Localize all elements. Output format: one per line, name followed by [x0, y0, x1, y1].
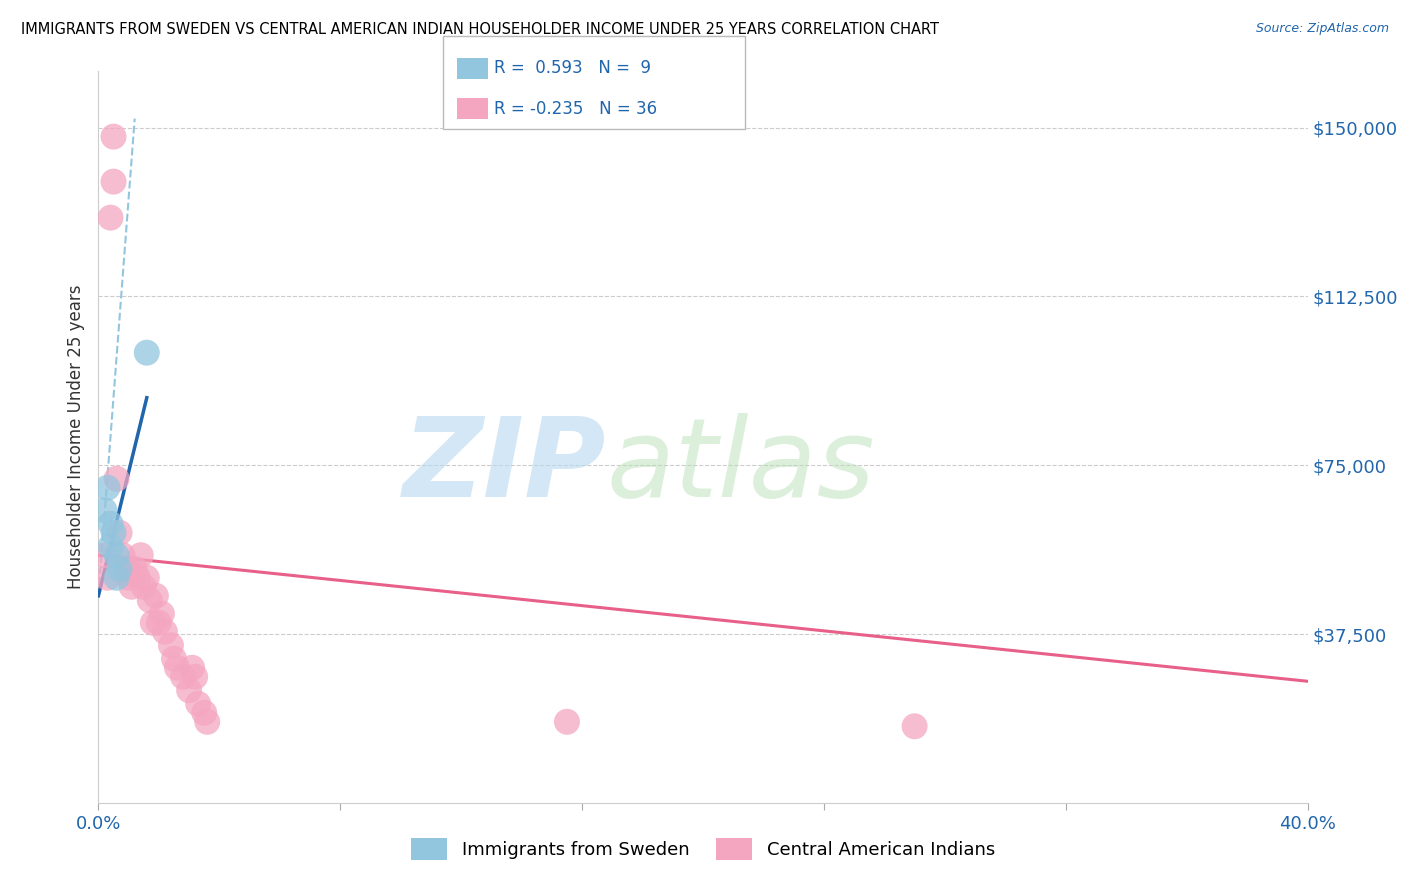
Point	[105, 548, 128, 562]
Point	[105, 571, 128, 585]
Text: atlas: atlas	[606, 413, 875, 520]
Point	[100, 539, 122, 553]
Point	[96, 571, 118, 585]
Point	[100, 211, 122, 225]
Text: R =  0.593   N =  9: R = 0.593 N = 9	[494, 60, 651, 78]
Text: IMMIGRANTS FROM SWEDEN VS CENTRAL AMERICAN INDIAN HOUSEHOLDER INCOME UNDER 25 YE: IMMIGRANTS FROM SWEDEN VS CENTRAL AMERIC…	[21, 22, 939, 37]
Point	[184, 670, 207, 684]
Point	[145, 589, 167, 603]
Point	[121, 580, 143, 594]
Legend: Immigrants from Sweden, Central American Indians: Immigrants from Sweden, Central American…	[404, 830, 1002, 867]
Point	[132, 580, 155, 594]
Point	[153, 624, 176, 639]
Y-axis label: Householder Income Under 25 years: Householder Income Under 25 years	[67, 285, 86, 590]
Point	[108, 562, 131, 576]
Point	[904, 719, 927, 733]
Text: Source: ZipAtlas.com: Source: ZipAtlas.com	[1256, 22, 1389, 36]
Point	[160, 638, 183, 652]
Point	[163, 652, 186, 666]
Point	[129, 548, 152, 562]
Point	[150, 607, 173, 621]
Point	[135, 571, 157, 585]
Point	[93, 503, 115, 517]
Point	[118, 562, 141, 576]
Point	[127, 571, 149, 585]
Point	[103, 525, 125, 540]
Point	[142, 615, 165, 630]
Point	[96, 481, 118, 495]
Point	[181, 661, 204, 675]
Point	[114, 562, 136, 576]
Point	[108, 525, 131, 540]
Point	[100, 516, 122, 531]
Point	[193, 706, 215, 720]
Point	[111, 548, 134, 562]
Point	[118, 571, 141, 585]
Text: ZIP: ZIP	[402, 413, 606, 520]
Point	[105, 472, 128, 486]
Point	[179, 683, 201, 698]
Text: R = -0.235   N = 36: R = -0.235 N = 36	[494, 100, 657, 118]
Point	[187, 697, 209, 711]
Point	[103, 129, 125, 144]
Point	[103, 175, 125, 189]
Point	[135, 345, 157, 359]
Point	[166, 661, 188, 675]
Point	[148, 615, 170, 630]
Point	[93, 548, 115, 562]
Point	[172, 670, 194, 684]
Point	[195, 714, 218, 729]
Point	[139, 593, 162, 607]
Point	[124, 562, 146, 576]
Point	[555, 714, 578, 729]
